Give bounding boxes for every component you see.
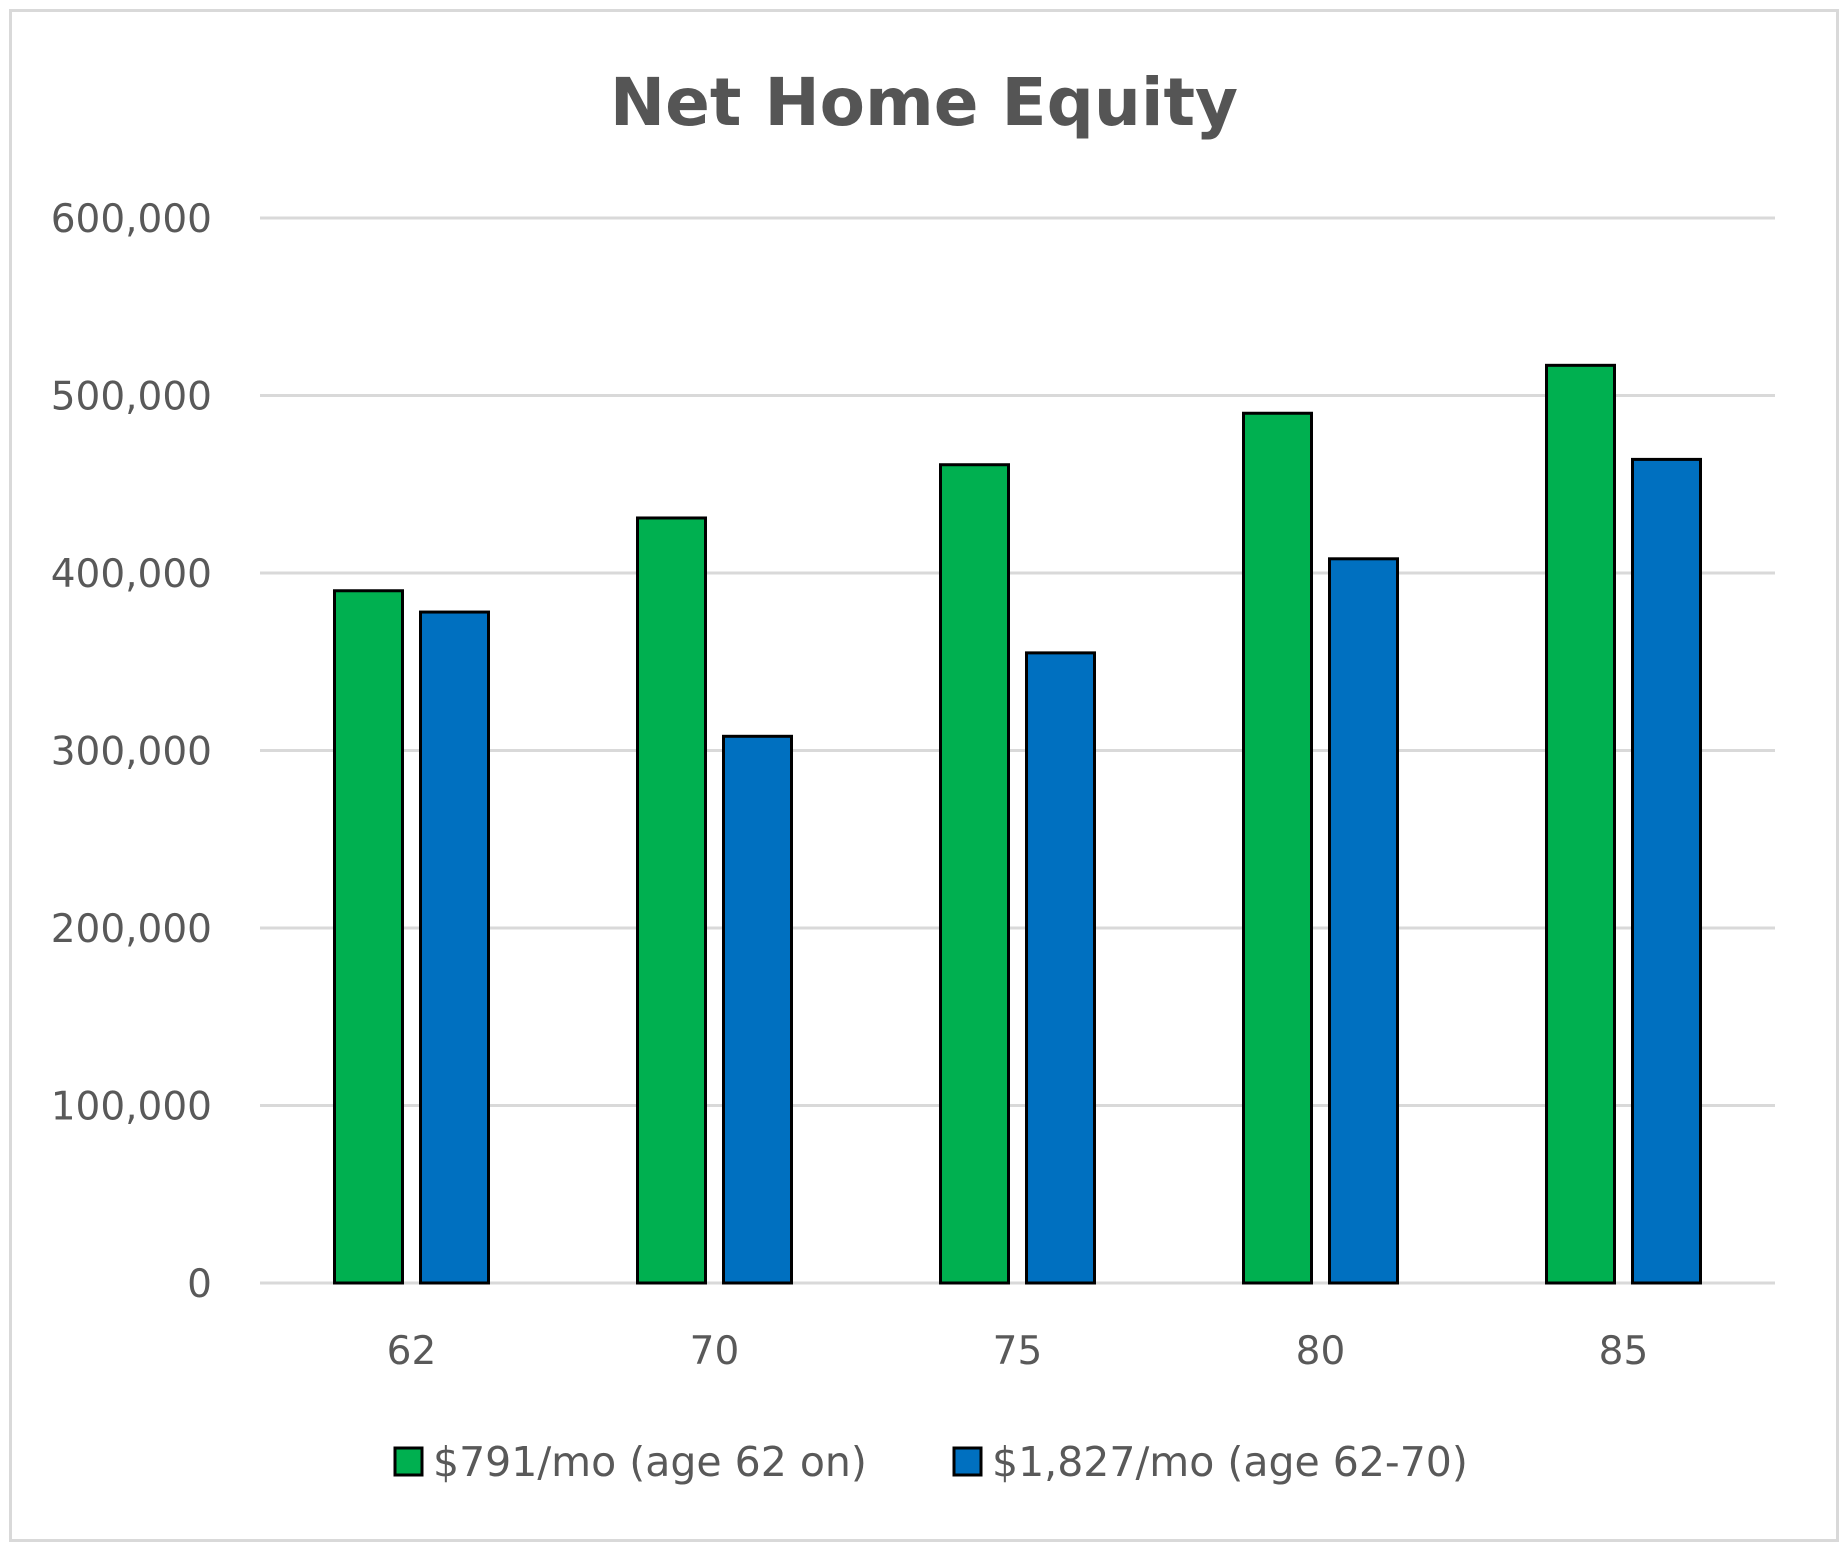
bar-blue-85 [1631, 457, 1702, 1285]
bar-blue-75 [1025, 651, 1096, 1285]
y-tick-label: 400,000 [51, 552, 212, 597]
legend: $791/mo (age 62 on) $1,827/mo (age 62-70… [393, 1438, 1468, 1486]
chart-title: Net Home Equity [610, 64, 1238, 141]
bar-green-85 [1545, 363, 1616, 1285]
bar-green-80 [1242, 411, 1313, 1285]
x-tick-label: 80 [1296, 1329, 1346, 1374]
x-tick-label: 70 [690, 1329, 740, 1374]
bars [333, 363, 1702, 1285]
x-tick-label: 85 [1599, 1329, 1649, 1374]
y-tick-label: 500,000 [51, 375, 212, 420]
y-tick-label: 300,000 [51, 730, 212, 775]
y-tick-label: 0 [187, 1262, 212, 1307]
bar-blue-70 [722, 734, 793, 1285]
bar-blue-80 [1328, 557, 1399, 1285]
gridlines [260, 216, 1775, 1285]
bar-blue-62 [419, 610, 490, 1285]
y-axis-ticks: 0 100,000 200,000 300,000 400,000 500,00… [51, 197, 212, 1307]
y-tick-label: 200,000 [51, 907, 212, 952]
legend-swatch-blue [952, 1446, 983, 1477]
legend-label: $1,827/mo (age 62-70) [992, 1438, 1468, 1486]
x-tick-label: 62 [387, 1329, 437, 1374]
legend-label: $791/mo (age 62 on) [433, 1438, 867, 1486]
chart-frame [9, 9, 1839, 1542]
bar-green-75 [939, 463, 1010, 1285]
bar-green-70 [636, 516, 707, 1285]
x-axis-ticks: 62 70 75 80 85 [387, 1329, 1649, 1374]
legend-swatch-green [393, 1446, 424, 1477]
y-tick-label: 600,000 [51, 197, 212, 242]
x-tick-label: 75 [993, 1329, 1043, 1374]
y-tick-label: 100,000 [51, 1085, 212, 1130]
bar-green-62 [333, 589, 404, 1285]
